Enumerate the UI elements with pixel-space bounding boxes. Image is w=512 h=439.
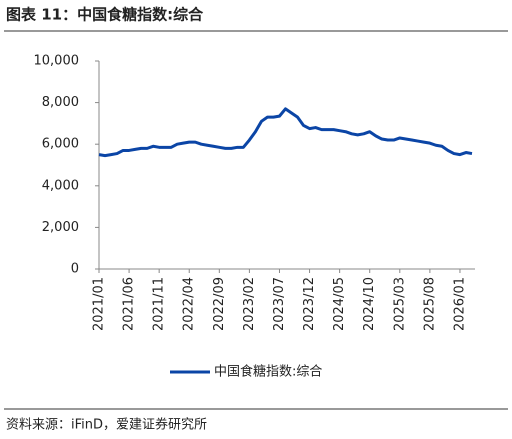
y-tick-label: 6,000 <box>42 137 79 152</box>
y-tick-label: 10,000 <box>34 54 80 69</box>
x-tick-label: 2025/08 <box>422 277 437 331</box>
x-tick-label: 2024/10 <box>362 277 377 331</box>
x-tick-label: 2023/12 <box>302 277 317 331</box>
line-series <box>98 107 473 158</box>
x-tick-label: 2021/01 <box>92 277 107 331</box>
x-tick-label: 2024/05 <box>332 277 347 331</box>
y-tick-label: 4,000 <box>42 178 79 193</box>
x-tick-label: 2025/03 <box>392 277 407 331</box>
chart-title: 图表 11：中国食糖指数:综合 <box>6 6 204 24</box>
x-tick-label: 2022/09 <box>212 277 227 331</box>
legend-label: 中国食糖指数:综合 <box>214 364 322 380</box>
y-tick-label: 2,000 <box>42 220 79 235</box>
x-tick-label: 2023/07 <box>272 277 287 331</box>
source: 资料来源：iFinD，爱建证券研究所 <box>6 417 207 433</box>
x-tick-label: 2022/04 <box>182 277 197 331</box>
y-tick-label: 8,000 <box>42 95 79 110</box>
x-tick-label: 2023/02 <box>242 277 257 331</box>
x-tick-label: 2026/01 <box>452 277 467 331</box>
x-tick-label: 2021/11 <box>152 277 167 331</box>
y-tick-label: 0 <box>71 262 79 277</box>
x-tick-label: 2021/06 <box>122 277 137 331</box>
